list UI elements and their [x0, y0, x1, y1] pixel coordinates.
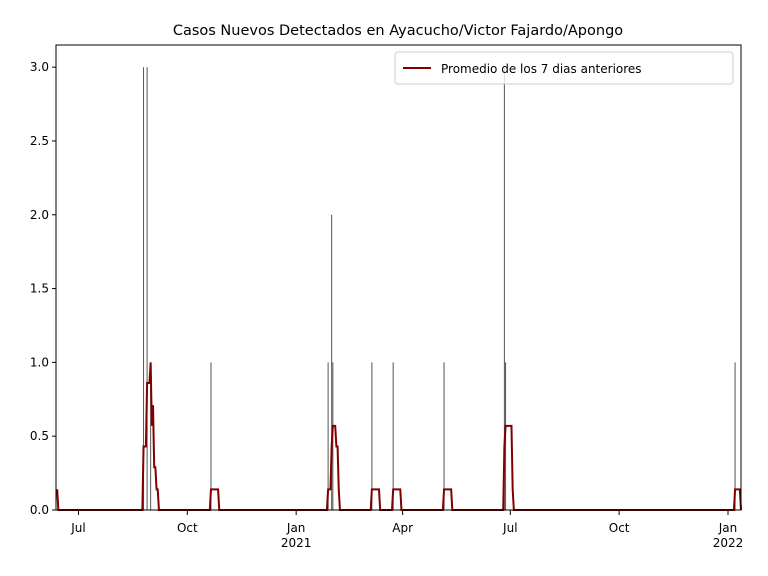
- bar: [150, 362, 152, 510]
- x-tick-label: Oct: [177, 521, 198, 535]
- legend-box: [394, 51, 734, 85]
- legend-label: Promedio de los 7 dias anteriores: [441, 62, 642, 76]
- y-tick-label: 1.5: [30, 282, 49, 296]
- x-tick-label: Oct: [609, 521, 630, 535]
- bar: [143, 67, 145, 511]
- x-tick-label: Jul: [502, 521, 517, 535]
- y-tick-label: 0.5: [30, 429, 49, 443]
- bar: [371, 362, 373, 510]
- y-tick-label: 1.0: [30, 355, 49, 369]
- y-tick-label: 2.0: [30, 208, 49, 222]
- bar: [392, 362, 394, 510]
- bar: [443, 362, 445, 510]
- bar: [503, 67, 505, 511]
- x-tick-label: Apr: [392, 521, 413, 535]
- y-tick-label: 3.0: [30, 60, 49, 74]
- plot-frame: [55, 44, 742, 511]
- bar: [146, 67, 148, 511]
- bar: [734, 362, 736, 510]
- bar: [331, 214, 333, 510]
- x-tick-label: Jan 2021: [281, 521, 312, 550]
- y-tick-label: 2.5: [30, 134, 49, 148]
- bar: [327, 362, 329, 510]
- y-tick-label: 0.0: [30, 503, 49, 517]
- chart-title: Casos Nuevos Detectados en Ayacucho/Vict…: [173, 23, 623, 39]
- line: [56, 362, 742, 511]
- x-tick-label: Jul: [70, 521, 85, 535]
- x-tick-label: Jan 2022: [713, 521, 744, 550]
- bar: [210, 362, 212, 510]
